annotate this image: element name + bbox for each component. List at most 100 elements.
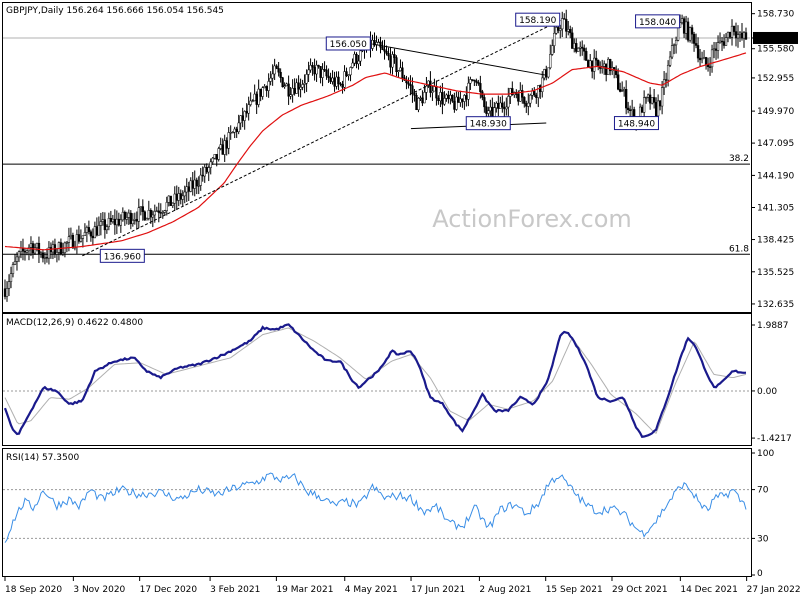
price-candle-body	[698, 57, 702, 61]
price-candle-body	[355, 53, 358, 65]
price-candle-body	[71, 234, 75, 249]
price-candle-body	[587, 60, 590, 68]
price-candle-body	[109, 218, 113, 222]
price-candle-body	[451, 94, 454, 102]
price-candle-body	[395, 57, 398, 72]
price-candle-body	[413, 92, 416, 96]
price-candle-body	[303, 82, 306, 85]
price-candle-body	[25, 250, 29, 253]
price-candle-body	[121, 211, 124, 221]
price-candle-body	[591, 60, 594, 72]
price-candle-body	[431, 90, 434, 93]
price-candle-body	[581, 46, 584, 49]
macd-tick-label: 0.00	[757, 387, 777, 397]
price-panel	[2, 2, 752, 313]
price-candle-body	[107, 218, 111, 227]
price-candle-body	[485, 106, 488, 114]
price-candle-body	[271, 73, 274, 79]
price-candle-body	[119, 219, 122, 226]
price-candle-body	[407, 82, 410, 85]
price-candle-body	[337, 76, 340, 84]
price-candle-body	[734, 31, 738, 39]
price-candle-body	[43, 257, 47, 259]
price-candle-body	[421, 97, 424, 104]
price-layer: 38.2 61.8 156.050 158.190 158.040 148.930 148.…	[3, 9, 750, 302]
price-candle-body	[245, 111, 248, 114]
price-candle-body	[225, 140, 228, 149]
price-candle-body	[567, 29, 570, 32]
price-candle-body	[317, 64, 320, 67]
price-candle-body	[311, 65, 314, 68]
price-candle-body	[644, 96, 648, 99]
price-candle-body	[331, 77, 334, 82]
price-candle-body	[694, 43, 698, 46]
price-candle-body	[261, 87, 264, 97]
price-candle-body	[319, 66, 322, 78]
price-candle-body	[243, 111, 246, 121]
price-candle-body	[153, 211, 156, 216]
price-candle-body	[217, 148, 220, 160]
x-tick-label: 14 Dec 2021	[680, 585, 738, 595]
price-candle-body	[141, 206, 144, 212]
price-candle-body	[740, 32, 744, 39]
price-candle-body	[505, 106, 508, 110]
price-candle-body	[53, 244, 57, 255]
price-callout-box	[613, 116, 659, 131]
price-tick-label: 156.545	[757, 34, 798, 44]
price-candle-body	[555, 27, 558, 34]
price-candle-body	[211, 157, 214, 163]
price-candle-body	[269, 77, 272, 82]
price-candle-body	[143, 211, 146, 221]
price-candle-body	[579, 46, 582, 49]
price-candle-body	[251, 100, 254, 102]
price-candle-body	[631, 109, 634, 112]
price-candle-body	[7, 281, 11, 289]
price-candle-body	[702, 57, 706, 59]
price-callout-label: 158.190	[519, 16, 556, 26]
price-candle-body	[347, 74, 350, 77]
price-candle-body	[65, 242, 69, 244]
price-candle-body	[385, 50, 388, 54]
price-candle-body	[571, 32, 574, 49]
x-tick-label: 3 Nov 2020	[73, 585, 125, 595]
price-candle-body	[5, 288, 9, 297]
price-candle-body	[275, 65, 278, 69]
price-candle-body	[648, 94, 652, 104]
price-candle-body	[207, 167, 210, 173]
price-candle-body	[135, 218, 138, 222]
price-candle-body	[349, 67, 352, 76]
price-candle-body	[81, 235, 85, 239]
price-candle-body	[738, 32, 742, 35]
price-candle-body	[467, 82, 470, 100]
price-candle-body	[409, 83, 412, 87]
price-candle-body	[235, 128, 238, 133]
price-candle-body	[517, 94, 520, 102]
price-candle-body	[728, 31, 732, 38]
price-candle-body	[289, 94, 292, 97]
price-candle-body	[111, 218, 115, 222]
rsi-tick-label: 0	[757, 569, 763, 579]
macd-line	[3, 323, 747, 439]
price-candle-body	[325, 69, 328, 77]
price-candle-body	[233, 128, 236, 133]
price-tick-label: 152.955	[757, 74, 794, 84]
price-candle-body	[724, 37, 728, 46]
x-tick-label: 17 Dec 2020	[140, 585, 198, 595]
price-candle-body	[383, 49, 386, 52]
price-candle-body	[131, 220, 134, 225]
moving-average-line	[4, 52, 747, 251]
price-candle-body	[463, 95, 466, 102]
price-candle-body	[443, 98, 446, 105]
price-candle-body	[672, 44, 676, 46]
price-candle-body	[169, 195, 172, 206]
price-callout-box	[325, 36, 371, 51]
price-candle-body	[541, 77, 544, 92]
fib-level-label: 38.2	[729, 154, 749, 164]
price-candle-body	[495, 102, 498, 109]
price-candle-body	[497, 102, 500, 109]
price-candle-body	[145, 218, 148, 221]
price-candle-body	[215, 154, 218, 160]
price-tick-label: 135.525	[757, 268, 794, 278]
